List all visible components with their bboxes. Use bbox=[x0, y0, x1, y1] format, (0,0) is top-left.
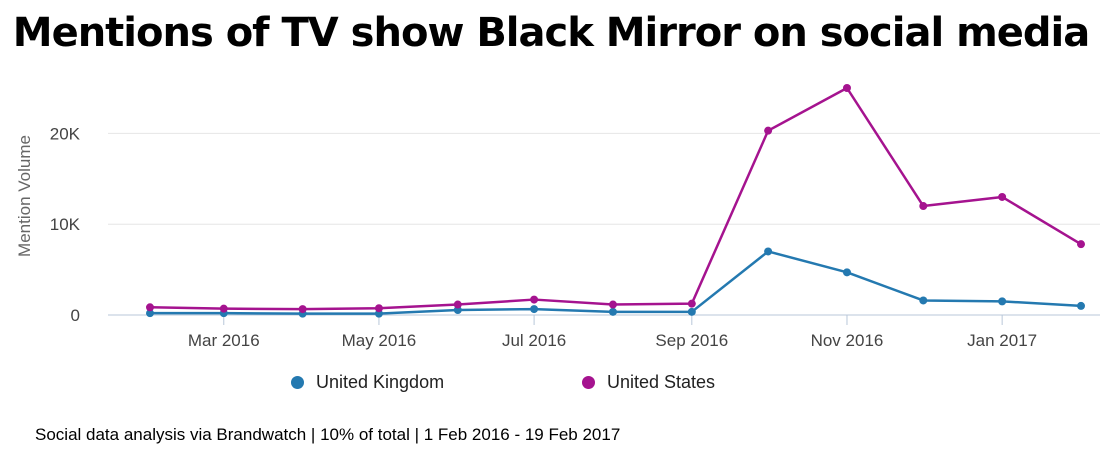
chart-title: Mentions of TV show Black Mirror on soci… bbox=[12, 10, 1090, 56]
y-axis-title: Mention Volume bbox=[15, 135, 34, 257]
data-point bbox=[608, 307, 617, 316]
data-point bbox=[608, 300, 617, 309]
data-point bbox=[374, 304, 383, 313]
data-point bbox=[919, 202, 928, 211]
data-point bbox=[146, 303, 154, 312]
data-point bbox=[1077, 240, 1085, 249]
legend-item-united-states[interactable]: United States bbox=[582, 372, 715, 393]
y-tick-label: 10K bbox=[50, 215, 81, 234]
data-point bbox=[530, 295, 539, 304]
data-point bbox=[998, 192, 1007, 201]
x-tick-label: May 2016 bbox=[342, 331, 417, 350]
data-point bbox=[842, 84, 851, 92]
data-point bbox=[687, 299, 696, 308]
data-point bbox=[298, 305, 307, 314]
x-tick-label: Mar 2016 bbox=[188, 331, 260, 350]
data-point bbox=[1077, 301, 1085, 310]
x-tick-label: Nov 2016 bbox=[811, 331, 884, 350]
data-point bbox=[842, 268, 851, 277]
legend-label: United States bbox=[607, 372, 716, 392]
data-point bbox=[219, 304, 228, 313]
series-line-united-states bbox=[149, 86, 1082, 311]
x-tick-label: Sep 2016 bbox=[655, 331, 728, 350]
data-point bbox=[453, 300, 462, 309]
data-point bbox=[530, 305, 539, 314]
legend-marker-icon bbox=[291, 376, 304, 389]
data-point bbox=[764, 247, 773, 256]
data-point bbox=[764, 126, 773, 135]
legend-label: United Kingdom bbox=[316, 372, 445, 392]
data-point bbox=[919, 296, 928, 305]
data-point bbox=[998, 297, 1007, 306]
line-chart: 0 10K 20K Mar 2016 May 2016 Jul 2016 Sep 2016 N… bbox=[15, 84, 1100, 350]
x-tick-label: Jul 2016 bbox=[502, 331, 566, 350]
data-point bbox=[687, 307, 696, 316]
y-tick-label: 0 bbox=[71, 306, 80, 325]
data-point bbox=[146, 309, 154, 318]
y-tick-label: 20K bbox=[50, 124, 81, 143]
legend: United Kingdom United States bbox=[0, 372, 1102, 396]
source-footer: Social data analysis via Brandwatch | 10… bbox=[35, 425, 621, 444]
x-tick-label: Jan 2017 bbox=[967, 331, 1037, 350]
legend-marker-icon bbox=[582, 376, 595, 389]
legend-item-united-kingdom[interactable]: United Kingdom bbox=[291, 372, 444, 393]
